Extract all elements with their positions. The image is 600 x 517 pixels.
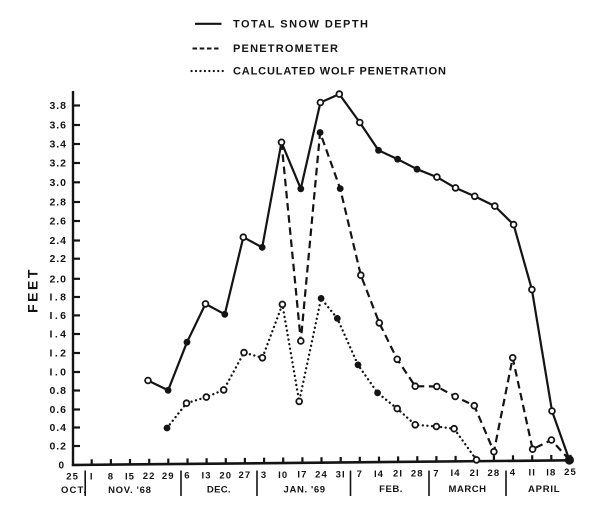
svg-text:NOV. '68: NOV. '68 <box>108 485 151 496</box>
svg-text:6: 6 <box>184 471 190 482</box>
svg-text:JAN. '69: JAN. '69 <box>284 484 326 495</box>
svg-text:II: II <box>528 468 535 479</box>
svg-text:3.4: 3.4 <box>50 139 67 151</box>
svg-text:0.4: 0.4 <box>50 422 67 434</box>
svg-text:I4: I4 <box>451 468 461 479</box>
svg-text:I7: I7 <box>297 470 307 481</box>
svg-text:OCT.: OCT. <box>61 485 86 496</box>
svg-text:20: 20 <box>219 470 232 481</box>
svg-text:29: 29 <box>162 471 175 482</box>
svg-text:CALCULATED WOLF PENETRATION: CALCULATED WOLF PENETRATION <box>233 66 446 78</box>
svg-text:3.6: 3.6 <box>50 120 67 132</box>
svg-text:28: 28 <box>411 469 424 480</box>
svg-text:PENETROMETER: PENETROMETER <box>233 43 338 55</box>
svg-text:0.6: 0.6 <box>50 404 67 416</box>
svg-text:3.2: 3.2 <box>50 158 67 170</box>
svg-text:2.8: 2.8 <box>50 197 67 209</box>
svg-text:28: 28 <box>488 468 501 479</box>
svg-text:0: 0 <box>58 461 64 472</box>
svg-text:2.2: 2.2 <box>50 253 67 265</box>
svg-text:MARCH: MARCH <box>449 484 487 495</box>
svg-text:I5: I5 <box>125 471 135 482</box>
svg-text:24: 24 <box>315 470 328 481</box>
svg-text:FEET: FEET <box>24 267 40 313</box>
svg-text:0.2: 0.2 <box>50 441 67 453</box>
svg-text:27: 27 <box>239 470 252 481</box>
svg-text:I: I <box>90 472 94 483</box>
svg-text:25: 25 <box>66 472 79 483</box>
svg-text:2I: 2I <box>393 469 403 480</box>
svg-text:2I: 2I <box>470 468 480 479</box>
svg-text:25: 25 <box>564 467 577 478</box>
svg-text:2.6: 2.6 <box>50 216 67 228</box>
svg-text:7: 7 <box>357 469 363 480</box>
svg-text:3.0: 3.0 <box>50 177 67 189</box>
svg-text:TOTAL SNOW DEPTH: TOTAL SNOW DEPTH <box>233 18 368 30</box>
svg-text:I8: I8 <box>546 467 556 478</box>
svg-text:APRIL: APRIL <box>528 484 560 495</box>
svg-text:3.8: 3.8 <box>50 100 67 112</box>
svg-text:I0: I0 <box>278 470 288 481</box>
svg-text:0.8: 0.8 <box>50 385 67 397</box>
svg-text:8: 8 <box>108 471 114 482</box>
svg-text:I3: I3 <box>202 471 212 482</box>
svg-text:22: 22 <box>143 471 156 482</box>
svg-text:3: 3 <box>261 470 267 481</box>
svg-text:3I: 3I <box>336 469 346 480</box>
svg-text:4: 4 <box>510 468 516 479</box>
svg-text:I4: I4 <box>374 469 384 480</box>
svg-text:DEC.: DEC. <box>207 485 231 496</box>
svg-text:2.4: 2.4 <box>50 235 67 247</box>
svg-text:FEB.: FEB. <box>379 484 402 495</box>
svg-text:2.0: 2.0 <box>50 273 67 285</box>
svg-text:7: 7 <box>433 468 439 479</box>
